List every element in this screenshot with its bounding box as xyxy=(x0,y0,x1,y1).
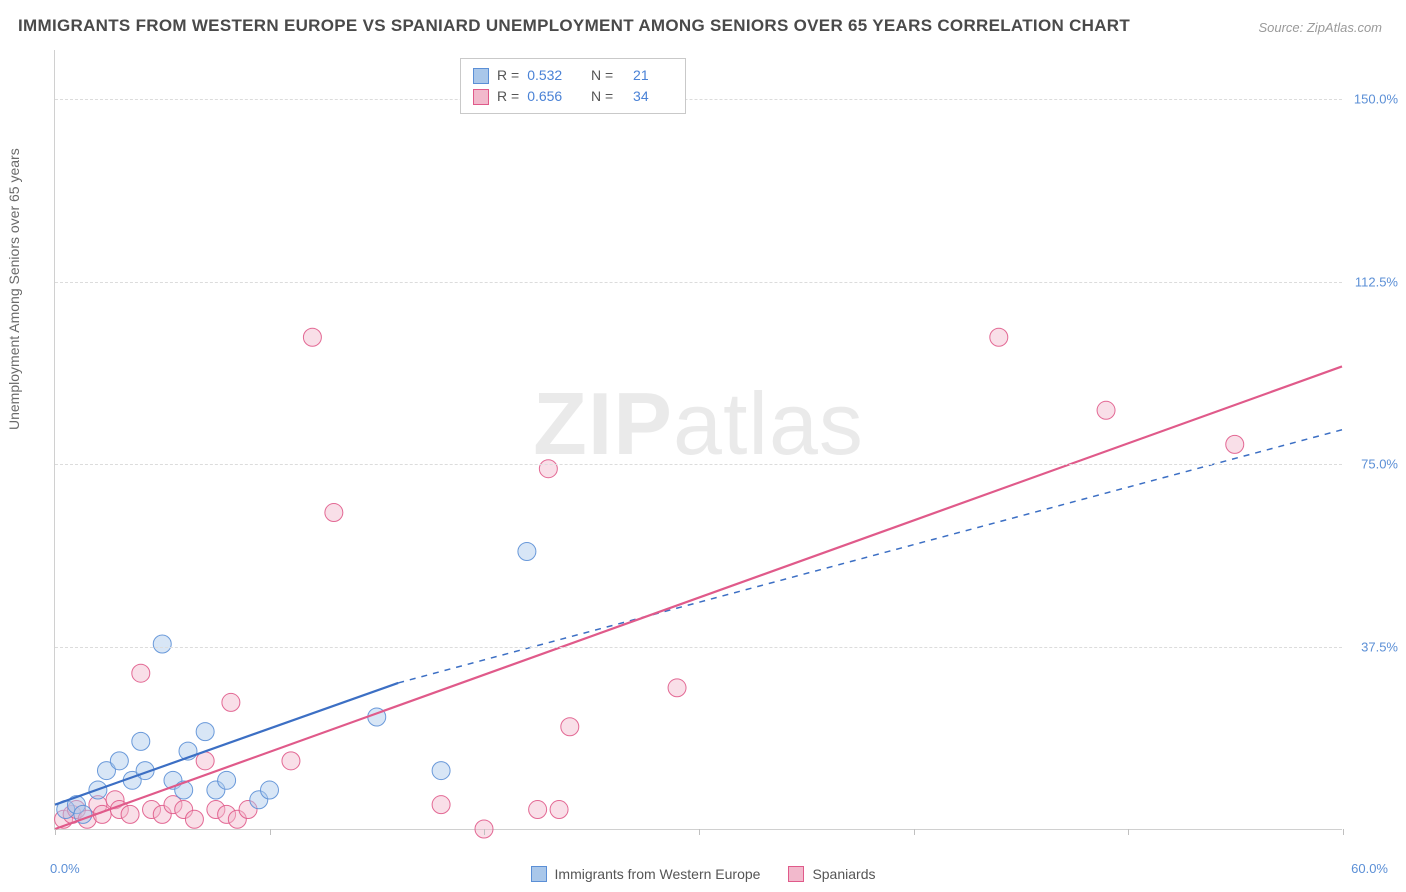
y-tick-label: 112.5% xyxy=(1346,274,1398,289)
stats-legend-box: R = 0.532 N = 21 R = 0.656 N = 34 xyxy=(460,58,686,114)
legend-label: Immigrants from Western Europe xyxy=(555,866,761,882)
x-tick xyxy=(914,829,915,835)
stat-r-label: R = xyxy=(497,86,519,107)
chart-title: IMMIGRANTS FROM WESTERN EUROPE VS SPANIA… xyxy=(18,16,1130,36)
plot-area: ZIPatlas 37.5%75.0%112.5%150.0% xyxy=(54,50,1342,830)
data-point xyxy=(325,504,343,522)
data-point xyxy=(539,460,557,478)
source-attribution: Source: ZipAtlas.com xyxy=(1258,20,1382,35)
gridline xyxy=(55,647,1342,648)
chart-svg xyxy=(55,50,1342,829)
stat-n-value: 34 xyxy=(633,86,673,107)
data-point xyxy=(132,664,150,682)
data-point xyxy=(282,752,300,770)
stat-r-label: R = xyxy=(497,65,519,86)
data-point xyxy=(218,771,236,789)
swatch-icon xyxy=(473,68,489,84)
data-point xyxy=(110,752,128,770)
data-point xyxy=(550,801,568,819)
legend-item: Immigrants from Western Europe xyxy=(531,866,761,882)
data-point xyxy=(153,635,171,653)
data-point xyxy=(668,679,686,697)
swatch-icon xyxy=(788,866,804,882)
data-point xyxy=(561,718,579,736)
data-point xyxy=(303,328,321,346)
data-point xyxy=(1226,435,1244,453)
x-tick xyxy=(699,829,700,835)
y-axis-label: Unemployment Among Seniors over 65 years xyxy=(6,148,22,430)
x-tick xyxy=(484,829,485,835)
x-tick xyxy=(1128,829,1129,835)
y-tick-label: 37.5% xyxy=(1346,640,1398,655)
gridline xyxy=(55,99,1342,100)
swatch-icon xyxy=(473,89,489,105)
gridline xyxy=(55,464,1342,465)
data-point xyxy=(432,796,450,814)
x-tick xyxy=(1343,829,1344,835)
bottom-legend: Immigrants from Western Europe Spaniards xyxy=(0,866,1406,882)
data-point xyxy=(185,810,203,828)
stat-n-label: N = xyxy=(591,65,613,86)
data-point xyxy=(222,693,240,711)
x-tick xyxy=(270,829,271,835)
stat-n-label: N = xyxy=(591,86,613,107)
data-point xyxy=(518,542,536,560)
data-point xyxy=(121,805,139,823)
legend-item: Spaniards xyxy=(788,866,875,882)
data-point xyxy=(261,781,279,799)
y-tick-label: 150.0% xyxy=(1346,91,1398,106)
stats-row: R = 0.656 N = 34 xyxy=(473,86,673,107)
stat-r-value: 0.532 xyxy=(527,65,567,86)
swatch-icon xyxy=(531,866,547,882)
data-point xyxy=(1097,401,1115,419)
data-point xyxy=(132,732,150,750)
data-point xyxy=(990,328,1008,346)
gridline xyxy=(55,282,1342,283)
legend-label: Spaniards xyxy=(812,866,875,882)
x-tick xyxy=(55,829,56,835)
data-point xyxy=(432,762,450,780)
regression-line xyxy=(55,366,1342,829)
y-tick-label: 75.0% xyxy=(1346,457,1398,472)
data-point xyxy=(196,723,214,741)
stats-row: R = 0.532 N = 21 xyxy=(473,65,673,86)
data-point xyxy=(529,801,547,819)
stat-n-value: 21 xyxy=(633,65,673,86)
stat-r-value: 0.656 xyxy=(527,86,567,107)
